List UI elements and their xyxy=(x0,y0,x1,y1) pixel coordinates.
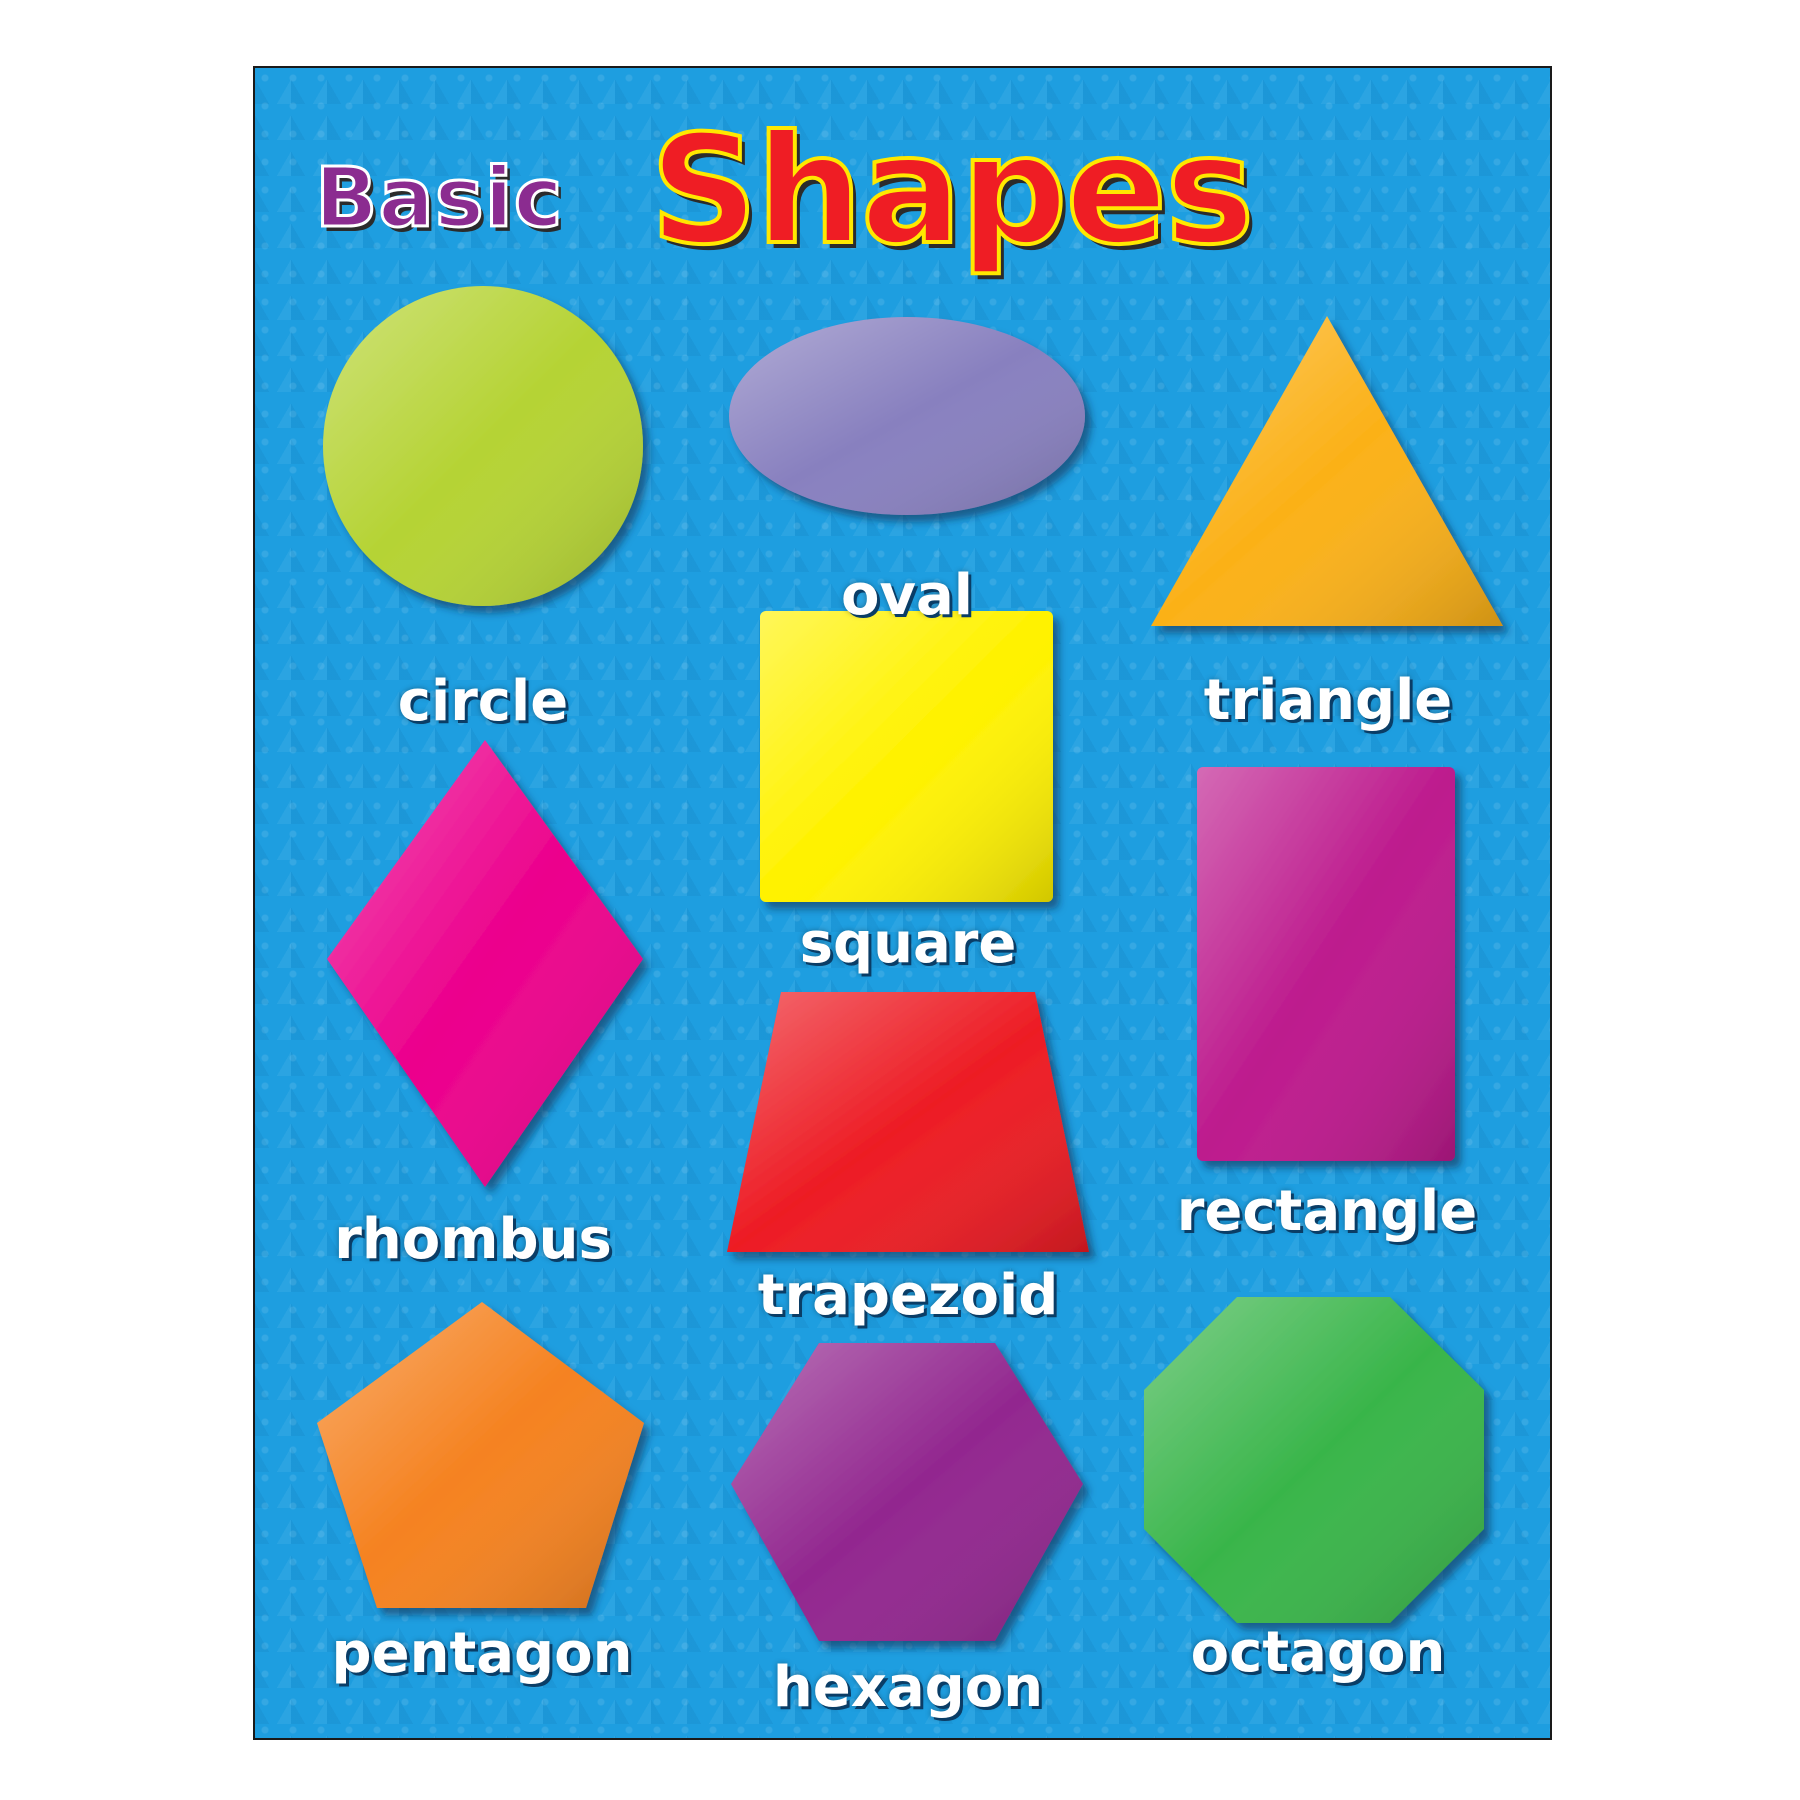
rectangle-shape xyxy=(1197,767,1455,1161)
shapes-poster: Basic Shapes circle oval triangle square… xyxy=(253,66,1552,1740)
label-triangle: triangle xyxy=(1203,668,1453,733)
label-hexagon: hexagon xyxy=(772,1655,1044,1720)
label-oval: oval xyxy=(841,563,973,628)
label-circle: circle xyxy=(397,669,569,734)
label-rhombus: rhombus xyxy=(334,1207,612,1272)
octagon-shape xyxy=(1144,1297,1484,1623)
hexagon-shape xyxy=(731,1343,1083,1641)
oval-shape xyxy=(729,317,1085,515)
square-shape xyxy=(760,611,1053,902)
circle-shape xyxy=(323,286,643,606)
title-basic: Basic xyxy=(313,151,564,246)
shapes-canvas xyxy=(317,286,1503,1641)
label-octagon: octagon xyxy=(1190,1620,1446,1685)
title-shapes: Shapes xyxy=(648,104,1256,278)
rhombus-shape xyxy=(327,740,643,1187)
triangle-shape xyxy=(1151,316,1503,626)
label-square: square xyxy=(799,911,1017,976)
label-pentagon: pentagon xyxy=(331,1621,633,1686)
pentagon-shape xyxy=(317,1302,644,1608)
label-trapezoid: trapezoid xyxy=(757,1263,1059,1328)
trapezoid-shape xyxy=(727,992,1089,1252)
label-rectangle: rectangle xyxy=(1176,1179,1478,1244)
